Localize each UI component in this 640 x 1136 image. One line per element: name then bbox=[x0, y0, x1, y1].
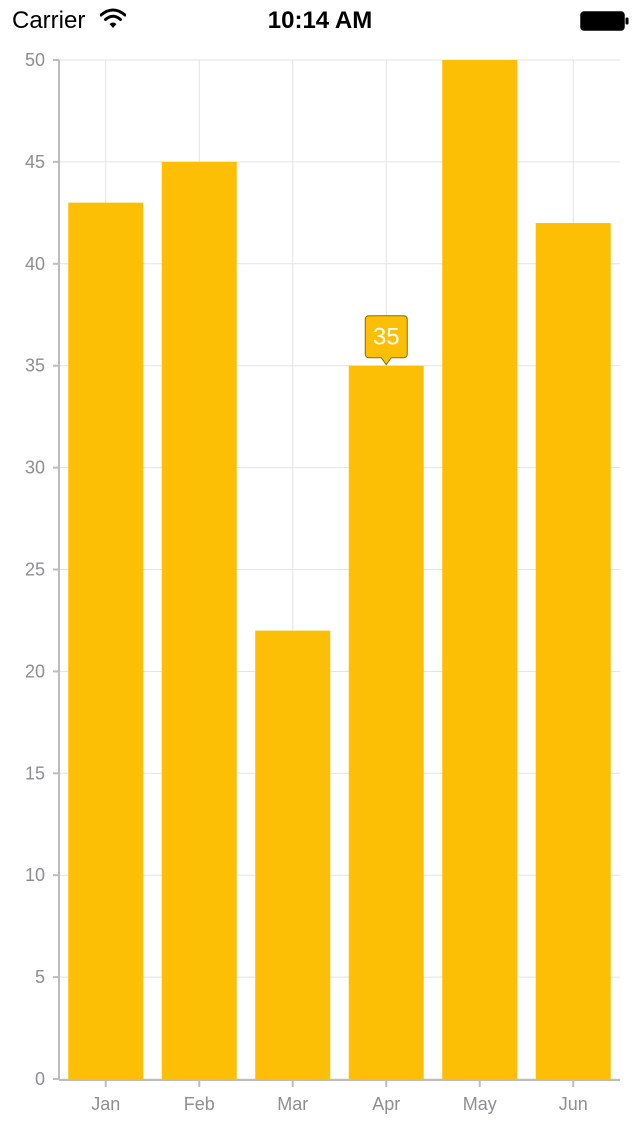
y-tick-label: 40 bbox=[25, 254, 45, 274]
y-tick-label: 15 bbox=[25, 763, 45, 783]
bar-jan[interactable] bbox=[68, 203, 143, 1079]
bar-feb[interactable] bbox=[162, 162, 237, 1079]
x-tick-label: Feb bbox=[184, 1094, 215, 1114]
y-tick-label: 20 bbox=[25, 661, 45, 681]
bar-may[interactable] bbox=[442, 60, 517, 1079]
bar-mar[interactable] bbox=[255, 631, 330, 1079]
bar-chart[interactable]: 0 5 10 15 20 25 30 35 40 45 50 Jan Feb Mar Apr May Jun 35 bbox=[0, 40, 640, 1136]
x-tick-label: Jan bbox=[91, 1094, 120, 1114]
y-tick-label: 30 bbox=[25, 458, 45, 478]
status-time: 10:14 AM bbox=[0, 7, 640, 35]
x-tick-label: May bbox=[463, 1094, 497, 1114]
status-bar: Carrier 10:14 AM bbox=[0, 0, 640, 40]
x-tick-label: Apr bbox=[372, 1094, 400, 1114]
x-tick-label: Mar bbox=[277, 1094, 308, 1114]
y-tick-label: 5 bbox=[35, 967, 45, 987]
battery-icon bbox=[580, 11, 630, 31]
y-tick-label: 25 bbox=[25, 560, 45, 580]
y-tick-label: 35 bbox=[25, 356, 45, 376]
y-tick-label: 10 bbox=[25, 865, 45, 885]
bar-jun[interactable] bbox=[536, 223, 611, 1079]
bar-apr[interactable] bbox=[349, 366, 424, 1079]
y-tick-label: 50 bbox=[25, 50, 45, 70]
y-tick-label: 0 bbox=[35, 1069, 45, 1089]
x-tick-label: Jun bbox=[559, 1094, 588, 1114]
y-tick-label: 45 bbox=[25, 152, 45, 172]
tooltip-value: 35 bbox=[373, 324, 400, 351]
